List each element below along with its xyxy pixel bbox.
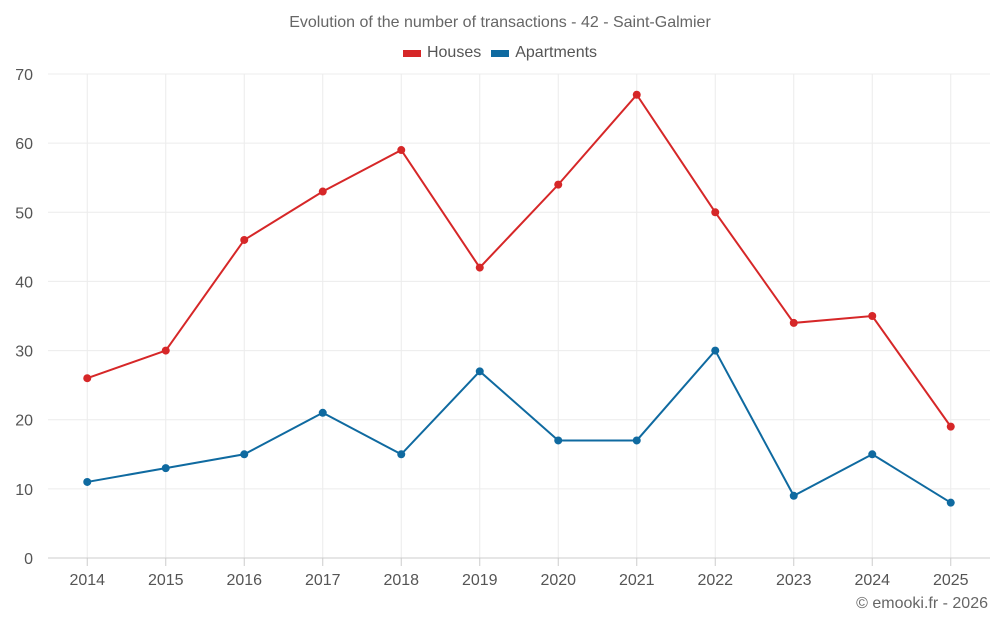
y-tick-label: 20 [15, 413, 33, 430]
legend-item-houses[interactable]: Houses [402, 44, 482, 62]
legend-label-houses: Houses [426, 44, 482, 61]
x-tick-label: 2016 [226, 572, 262, 589]
data-point-houses [711, 208, 720, 217]
y-tick-label: 0 [24, 551, 33, 568]
legend: Houses Apartments [0, 44, 1000, 62]
credit-text: © emooki.fr - 2026 [856, 595, 988, 612]
data-point-houses [240, 235, 249, 244]
x-tick-label: 2023 [776, 572, 812, 589]
data-point-apartments [632, 436, 641, 445]
data-point-houses [161, 346, 170, 355]
y-tick-label: 40 [15, 274, 33, 291]
x-tick-label: 2014 [69, 572, 105, 589]
data-point-apartments [318, 408, 327, 417]
data-point-apartments [789, 491, 798, 500]
y-tick-label: 30 [15, 344, 33, 361]
legend-swatch-apartments [491, 49, 510, 57]
data-point-houses [83, 374, 92, 383]
data-point-houses [397, 146, 406, 155]
x-tick-label: 2018 [383, 572, 419, 589]
x-tick-label: 2019 [462, 572, 498, 589]
data-point-houses [946, 422, 955, 431]
data-point-houses [318, 187, 327, 196]
legend-label-apartments: Apartments [515, 44, 598, 61]
data-point-apartments [868, 450, 877, 459]
data-point-houses [789, 318, 798, 327]
y-tick-label: 10 [15, 482, 33, 499]
y-tick-label: 60 [15, 136, 33, 153]
data-point-apartments [240, 450, 249, 459]
chart-title: Evolution of the number of transactions … [289, 14, 711, 31]
data-point-apartments [711, 346, 720, 355]
x-tick-label: 2021 [619, 572, 655, 589]
data-point-houses [632, 90, 641, 99]
x-tick-label: 2015 [148, 572, 184, 589]
data-point-apartments [946, 498, 955, 507]
x-tick-label: 2022 [697, 572, 733, 589]
legend-swatch-houses [402, 49, 421, 57]
y-tick-label: 70 [15, 67, 33, 84]
x-tick-label: 2017 [305, 572, 341, 589]
data-point-apartments [83, 477, 92, 486]
y-tick-label: 50 [15, 205, 33, 222]
legend-item-apartments[interactable]: Apartments [491, 44, 597, 62]
data-point-houses [868, 312, 877, 320]
data-point-apartments [554, 436, 563, 445]
data-point-apartments [475, 367, 484, 376]
data-point-houses [475, 263, 484, 272]
data-point-houses [554, 180, 563, 189]
data-point-apartments [397, 450, 406, 459]
x-tick-label: 2024 [854, 572, 890, 589]
data-point-apartments [161, 464, 170, 473]
x-tick-label: 2025 [933, 572, 969, 589]
series-line-houses [86, 93, 952, 428]
x-tick-label: 2020 [540, 572, 576, 589]
series-line-apartments [87, 348, 952, 504]
